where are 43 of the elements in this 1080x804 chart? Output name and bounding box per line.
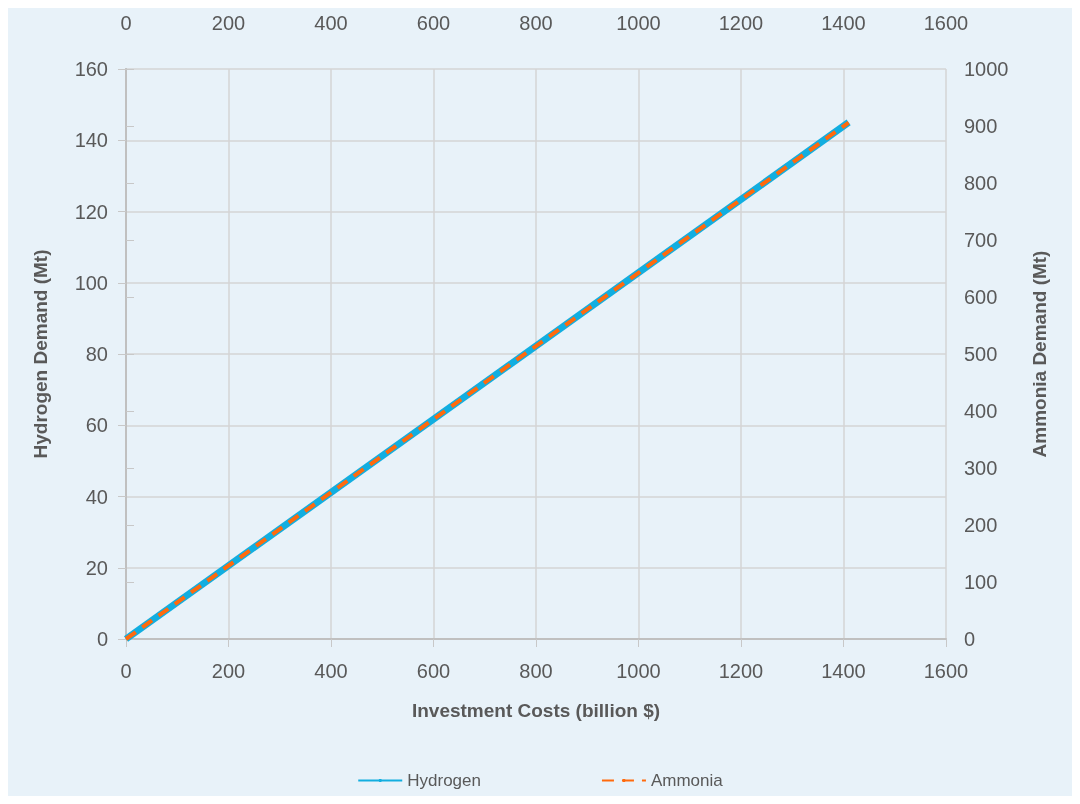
x2-tick-label: 800 [519, 12, 553, 34]
x-tick-label: 1000 [616, 660, 661, 682]
x2-tick-label: 600 [416, 12, 451, 34]
y2-tick-label: 1000 [964, 58, 1009, 80]
y-tick-label: 40 [85, 485, 108, 508]
y-tick-label: 80 [85, 343, 108, 365]
y2-tick-label: 700 [964, 229, 998, 251]
y2-tick-label: 600 [964, 286, 998, 308]
legend-label: Ammonia [650, 771, 724, 790]
y-tick-label: 60 [85, 414, 108, 437]
x-tick-label: 1600 [923, 660, 969, 682]
y2-tick-label: 0 [964, 628, 976, 650]
y2-tick-label: 900 [964, 115, 998, 137]
x2-tick-label: 400 [314, 12, 348, 34]
y-tick-label: 20 [85, 556, 108, 579]
y-axis-title: Hydrogen Demand (Mt) [30, 249, 51, 459]
x-tick-label: 1400 [821, 660, 866, 682]
y2-tick-label: 800 [964, 172, 998, 194]
x2-tick-label: 0 [120, 12, 132, 34]
x-tick-label: 400 [314, 660, 348, 682]
y2-tick-label: 300 [964, 457, 998, 479]
y-tick-label: 120 [74, 200, 108, 223]
x-tick-label: 800 [519, 660, 553, 682]
x2-tick-label: 1400 [821, 12, 866, 34]
x-tick-label: 0 [120, 660, 132, 682]
y-tick-label: 0 [96, 628, 108, 650]
x-tick-label: 200 [211, 660, 246, 682]
x2-tick-label: 200 [211, 12, 246, 34]
x-axis-title: Investment Costs (billion $) [411, 700, 661, 721]
y-tick-label: 100 [74, 271, 108, 294]
y2-tick-label: 100 [964, 571, 998, 593]
y2-tick-label: 200 [964, 514, 998, 536]
y2-tick-label: 400 [964, 400, 998, 422]
x2-tick-label: 1200 [718, 12, 764, 34]
x-tick-label: 600 [416, 660, 451, 682]
x2-tick-label: 1000 [616, 12, 661, 34]
y2-axis-title: Ammonia Demand (Mt) [1029, 250, 1050, 458]
y-tick-label: 140 [74, 129, 108, 152]
y-tick-label: 160 [74, 58, 108, 80]
y2-tick-label: 500 [964, 343, 998, 365]
x2-tick-label: 1600 [923, 12, 969, 34]
x-tick-label: 1200 [718, 660, 764, 682]
legend-label: Hydrogen [407, 771, 481, 790]
